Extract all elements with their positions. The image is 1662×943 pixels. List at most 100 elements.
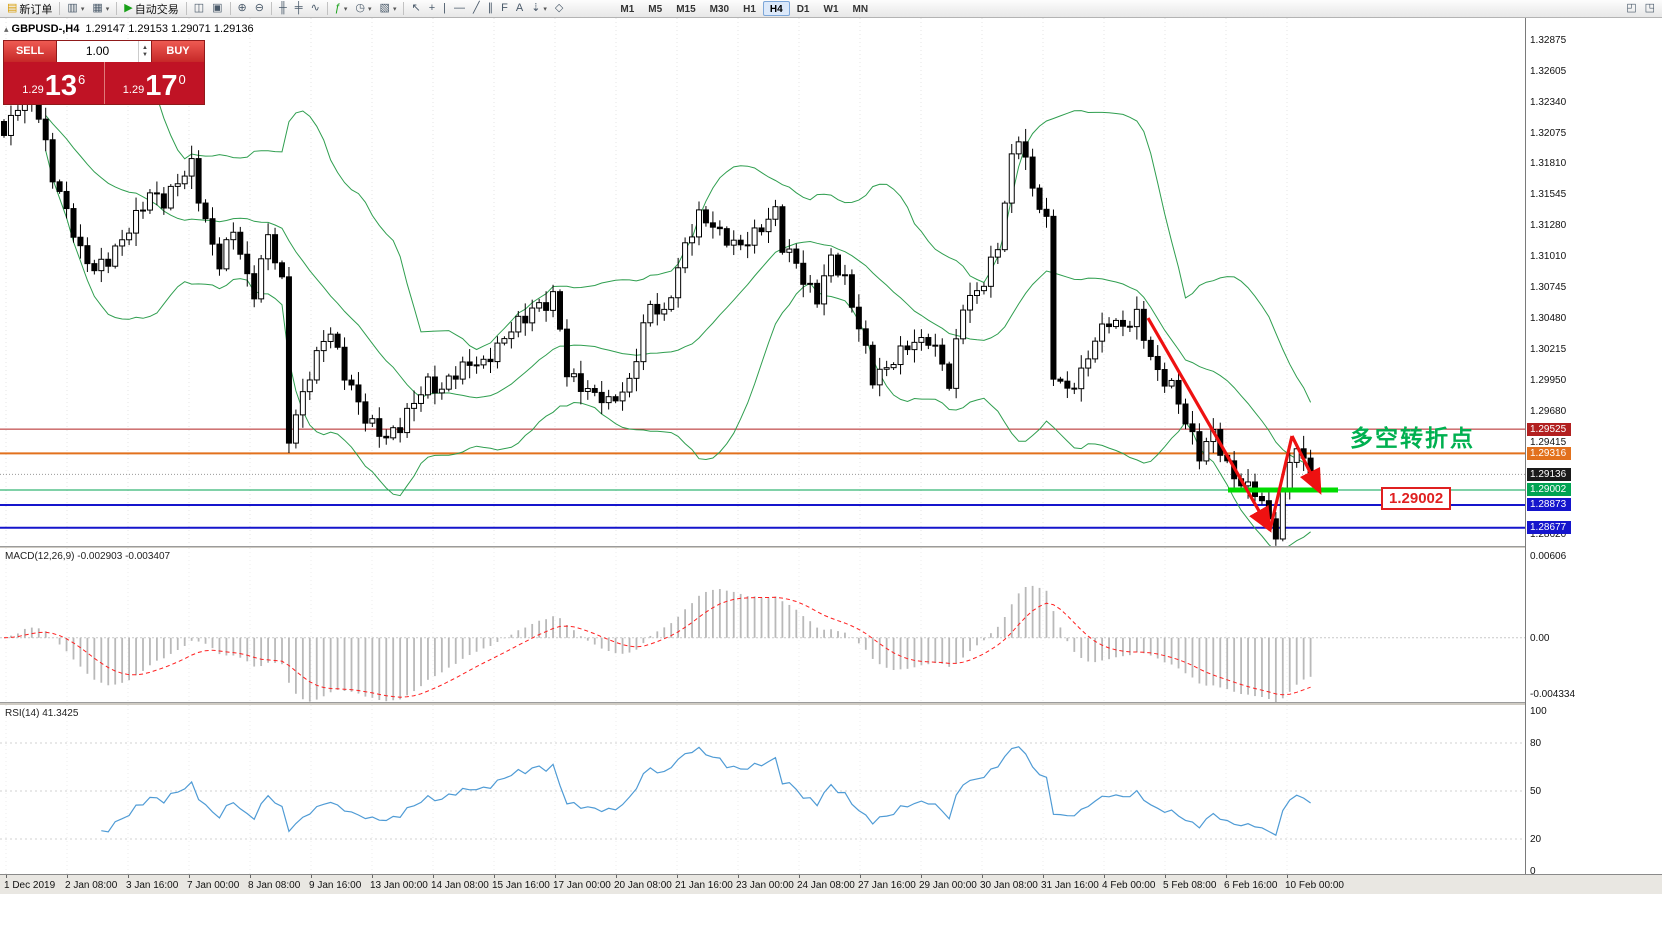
volume-spinner[interactable]: ▲ ▼: [138, 41, 151, 62]
candlestick-chart[interactable]: [0, 18, 1525, 546]
time-tick: [1043, 875, 1044, 878]
caret-down-icon: ▾: [80, 5, 85, 13]
timeframe-W1[interactable]: W1: [823, 4, 839, 15]
price-label-1.29525: 1.29525: [1527, 422, 1572, 436]
time-tick: [921, 875, 922, 878]
cascade-windows-button[interactable]: ▣: [208, 1, 226, 17]
symbol-period: GBPUSD-,H4: [11, 23, 80, 35]
toolbar-icons: ▤ 新订单 ▥ ▾ ▦ ▾ ▶ 自动交易 ◫ ▣ ⊕ ⊖ ╫ ╪ ∿ ƒ ▾ ◷ ▾ ▧ ▾ ↖ + | — ╱ ∥ F A ⇣ ▾ ◇: [3, 1, 567, 17]
price-tick: 1.29950: [1530, 374, 1567, 386]
zoom-out-button[interactable]: ⊖: [251, 1, 268, 17]
macd-label: MACD(12,26,9) -0.002903 -0.003407: [5, 551, 171, 562]
rsi-indicator-pane[interactable]: [0, 705, 1525, 874]
time-label: 14 Jan 08:00: [431, 880, 489, 891]
shapes-button[interactable]: ◇: [551, 1, 567, 17]
price-tick: 1.31280: [1530, 220, 1567, 231]
candles: [1, 70, 1314, 546]
zoom-in-button[interactable]: ⊕: [234, 1, 251, 17]
new-order-button-label: 新订单: [19, 3, 53, 16]
ask-price[interactable]: 1.29 17 0: [103, 62, 205, 104]
fibonacci-button[interactable]: F: [497, 1, 512, 17]
auto-trading-button[interactable]: ▶ 自动交易: [120, 1, 182, 17]
macd-indicator-pane[interactable]: [0, 548, 1525, 702]
time-tick: [982, 875, 983, 878]
ask-big-figure: 17: [145, 70, 178, 102]
time-tick: [1165, 875, 1166, 878]
timeframe-M1[interactable]: M1: [620, 4, 635, 15]
text-icon: A: [515, 2, 524, 14]
time-label: 23 Jan 00:00: [736, 880, 794, 891]
horizontal-line-icon: —: [453, 2, 465, 14]
arrows-icon: ⇣: [531, 2, 541, 14]
new-order-button[interactable]: ▤ 新订单: [3, 1, 56, 17]
price-callout-label[interactable]: 1.29002: [1381, 487, 1452, 510]
price-tick: 1.28620: [1530, 529, 1567, 541]
bar-chart-button[interactable]: ╫: [275, 1, 291, 17]
bid-price[interactable]: 1.29 13 6: [4, 62, 104, 104]
time-axis[interactable]: 1 Dec 2019 2 Jan 08:00 3 Jan 16:00 7 Jan 00…: [0, 874, 1662, 894]
price-label-1.29002: 1.29002: [1527, 483, 1572, 497]
time-tick: [372, 875, 373, 878]
dock-chart-button[interactable]: ◰: [1622, 1, 1640, 17]
spinner-down-icon[interactable]: ▼: [142, 51, 148, 58]
price-axis[interactable]: 1.32875 1.32605 1.32340 1.32075 1.31810 1.315…: [1525, 18, 1662, 877]
line-chart-button[interactable]: ∿: [307, 1, 324, 17]
time-tick: [494, 875, 495, 878]
arrows-button[interactable]: ⇣ ▾: [527, 1, 551, 17]
candlestick-chart-button[interactable]: ╪: [291, 1, 307, 17]
toolbar-separator: [229, 2, 231, 15]
text-button[interactable]: A: [512, 1, 527, 17]
new-order-icon: ▤: [7, 2, 18, 14]
new-chart-button[interactable]: ▥ ▾: [63, 1, 88, 17]
time-tick: [128, 875, 129, 878]
time-label: 13 Jan 00:00: [370, 880, 428, 891]
trend-arrow: [1290, 435, 1322, 495]
channel-button[interactable]: ∥: [484, 1, 498, 17]
vertical-line-button[interactable]: |: [439, 1, 450, 17]
timeframe-H1[interactable]: H1: [743, 4, 756, 15]
timeframe-M15[interactable]: M15: [676, 4, 696, 15]
turning-point-annotation[interactable]: 多空转折点: [1350, 425, 1475, 451]
toolbar-separator: [185, 2, 187, 15]
periods-button[interactable]: ◷ ▾: [351, 1, 375, 17]
caret-down-icon: ▾: [105, 5, 110, 13]
indicators-button[interactable]: ƒ ▾: [331, 1, 352, 17]
caret-down-icon: ▾: [543, 5, 547, 13]
toolbar-separator: [403, 2, 405, 15]
timeframe-D1[interactable]: D1: [796, 4, 810, 15]
buy-button[interactable]: BUY: [152, 41, 204, 62]
time-label: 10 Feb 00:00: [1285, 880, 1344, 891]
timeframe-MN[interactable]: MN: [852, 4, 869, 15]
profiles-button[interactable]: ▦ ▾: [88, 1, 113, 17]
templates-button[interactable]: ▧ ▾: [376, 1, 401, 17]
pane-splitter-rsi[interactable]: [0, 702, 1662, 705]
price-tick: 1.32340: [1530, 96, 1567, 108]
time-tick: [1287, 875, 1288, 878]
bid-pip-digit: 6: [77, 72, 86, 87]
volume-value[interactable]: 1.00: [85, 44, 110, 58]
trendline-button[interactable]: ╱: [469, 1, 484, 17]
cursor-button[interactable]: ↖: [407, 1, 424, 17]
dock-chart-icon: ◰: [1626, 2, 1637, 14]
crosshair-button[interactable]: +: [425, 1, 439, 17]
volume-field[interactable]: 1.00 ▲ ▼: [56, 41, 152, 62]
ask-pip-digit: 0: [178, 72, 186, 87]
horizontal-line-button[interactable]: —: [450, 1, 469, 17]
collapse-trade-panel-icon[interactable]: ▴: [4, 24, 9, 34]
price-tick: 1.30745: [1530, 282, 1567, 294]
time-tick: [433, 875, 434, 878]
time-tick: [250, 875, 251, 878]
timeframe-H4[interactable]: H4: [762, 1, 790, 16]
timeframe-M30[interactable]: M30: [709, 4, 730, 15]
line-chart-icon: ∿: [310, 2, 320, 14]
price-tick: 1.32875: [1530, 34, 1567, 46]
tile-windows-button[interactable]: ◫: [190, 1, 208, 17]
sell-button[interactable]: SELL: [4, 41, 56, 62]
spinner-up-icon[interactable]: ▲: [142, 44, 148, 51]
chart-title: ▴ GBPUSD-,H4 1.29147 1.29153 1.29071 1.291…: [4, 23, 254, 35]
trend-arrow: [1146, 317, 1272, 533]
timeframe-M5[interactable]: M5: [648, 4, 663, 15]
pane-splitter-macd[interactable]: [0, 546, 1662, 548]
time-tick: [311, 875, 312, 878]
restore-chart-button[interactable]: ◳: [1641, 1, 1659, 17]
